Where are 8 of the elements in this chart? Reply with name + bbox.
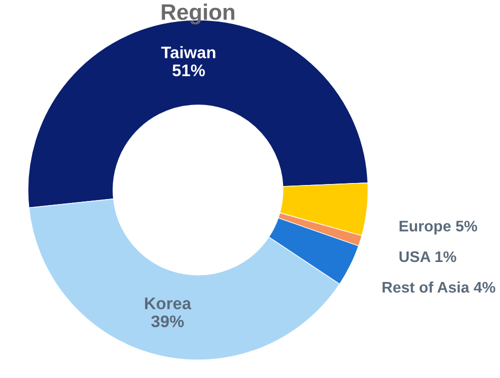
slice-label: USA 1% (400, 251, 456, 262)
data-label: 51% (172, 64, 205, 76)
slice-label: Rest of Asia 4% (382, 281, 496, 293)
chart-title: Region (162, 4, 234, 24)
slice-label: Korea (145, 298, 192, 310)
slice-label: Taiwan (161, 46, 216, 58)
slice-label: Europe 5% (400, 220, 478, 235)
data-label: 39% (151, 315, 184, 328)
